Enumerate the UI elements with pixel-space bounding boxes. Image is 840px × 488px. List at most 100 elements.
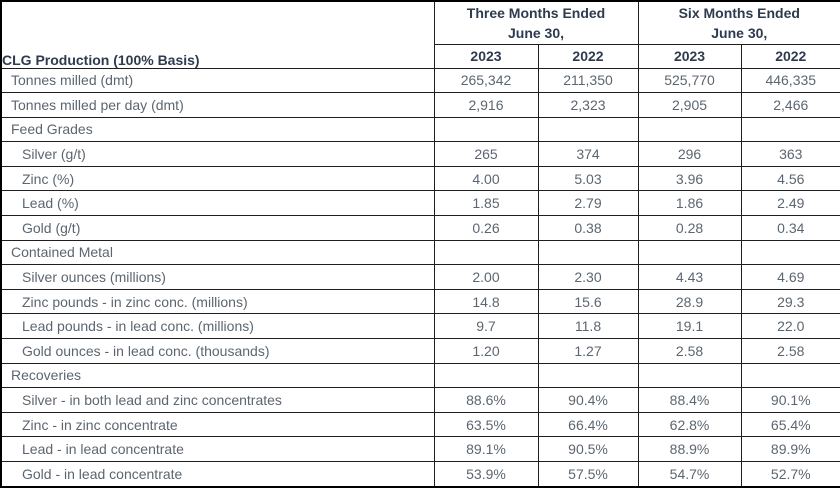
value-cell — [740, 362, 840, 389]
table-row: Zinc - in zinc concentrate 63.5% 66.4% 6… — [0, 411, 840, 438]
value-cell: 19.1 — [637, 313, 742, 340]
value-cell: 4.69 — [740, 264, 840, 290]
table-row: Zinc pounds - in zinc conc. (millions) 1… — [0, 288, 840, 315]
row-label: Lead - in lead concentrate — [0, 436, 435, 462]
row-label: Gold ounces - in lead conc. (thousands) — [0, 338, 435, 364]
table-row: Zinc (%) 4.00 5.03 3.96 4.56 — [0, 165, 840, 192]
value-cell: 2.58 — [740, 338, 840, 364]
table-row: Tonnes milled (dmt) 265,342 211,350 525,… — [0, 67, 840, 94]
value-cell: 29.3 — [740, 288, 840, 315]
value-cell — [433, 362, 539, 389]
value-cell: 4.43 — [637, 264, 742, 290]
value-cell: 0.38 — [537, 215, 639, 241]
value-cell: 2,466 — [740, 92, 840, 118]
value-cell — [637, 362, 742, 389]
period-header-six-months: Six Months Ended June 30, — [637, 0, 840, 45]
value-cell: 0.26 — [433, 215, 539, 241]
value-cell — [537, 116, 639, 143]
value-cell — [740, 116, 840, 143]
row-label: Silver - in both lead and zinc concentra… — [0, 387, 435, 413]
value-cell: 0.34 — [740, 215, 840, 241]
value-cell: 90.5% — [537, 436, 639, 462]
section-row: Feed Grades — [0, 116, 840, 143]
table-row: Gold (g/t) 0.26 0.38 0.28 0.34 — [0, 215, 840, 241]
value-cell: 15.6 — [537, 288, 639, 315]
value-cell: 1.86 — [637, 190, 742, 217]
value-cell: 89.1% — [433, 436, 539, 462]
value-cell: 62.8% — [637, 411, 742, 438]
value-cell: 265,342 — [433, 67, 539, 94]
year-header: 2022 — [537, 43, 639, 69]
value-cell: 88.9% — [637, 436, 742, 462]
value-cell: 265 — [433, 141, 539, 167]
value-cell: 88.4% — [637, 387, 742, 413]
value-cell: 374 — [537, 141, 639, 167]
row-label: Silver (g/t) — [0, 141, 435, 167]
value-cell: 2,323 — [537, 92, 639, 118]
table-row: Lead - in lead concentrate 89.1% 90.5% 8… — [0, 436, 840, 462]
period-header-line2: June 30, — [507, 24, 565, 41]
value-cell — [537, 362, 639, 389]
value-cell: 4.56 — [740, 165, 840, 192]
year-header: 2023 — [637, 43, 742, 69]
row-label: Zinc (%) — [0, 165, 435, 192]
period-header-three-months: Three Months Ended June 30, — [433, 0, 639, 45]
value-cell: 66.4% — [537, 411, 639, 438]
value-cell: 57.5% — [537, 461, 639, 488]
value-cell: 1.27 — [537, 338, 639, 364]
row-label: Contained Metal — [0, 239, 435, 266]
value-cell — [537, 239, 639, 266]
value-cell: 211,350 — [537, 67, 639, 94]
table-row: Gold ounces - in lead conc. (thousands) … — [0, 338, 840, 364]
table-row: Tonnes milled per day (dmt) 2,916 2,323 … — [0, 92, 840, 118]
value-cell: 296 — [637, 141, 742, 167]
table-row: Lead (%) 1.85 2.79 1.86 2.49 — [0, 190, 840, 217]
value-cell: 2.49 — [740, 190, 840, 217]
row-label: Tonnes milled (dmt) — [0, 67, 435, 94]
value-cell: 363 — [740, 141, 840, 167]
value-cell: 1.20 — [433, 338, 539, 364]
row-label: Gold - in lead concentrate — [0, 461, 435, 488]
period-header-line1: Six Months Ended — [678, 4, 800, 21]
value-cell: 90.4% — [537, 387, 639, 413]
row-label: Silver ounces (millions) — [0, 264, 435, 290]
value-cell — [433, 116, 539, 143]
table-row: Silver (g/t) 265 374 296 363 — [0, 141, 840, 167]
row-label: Gold (g/t) — [0, 215, 435, 241]
value-cell: 5.03 — [537, 165, 639, 192]
period-header-row: CLG Production (100% Basis) Three Months… — [0, 0, 840, 69]
value-cell: 88.6% — [433, 387, 539, 413]
row-label: Lead pounds - in lead conc. (millions) — [0, 313, 435, 340]
value-cell: 54.7% — [637, 461, 742, 488]
value-cell: 90.1% — [740, 387, 840, 413]
value-cell: 63.5% — [433, 411, 539, 438]
year-header: 2022 — [740, 43, 840, 69]
table-row: Lead pounds - in lead conc. (millions) 9… — [0, 313, 840, 340]
row-label: Feed Grades — [0, 116, 435, 143]
value-cell: 2,905 — [637, 92, 742, 118]
table-body: Tonnes milled (dmt) 265,342 211,350 525,… — [0, 67, 840, 488]
table-row: Silver ounces (millions) 2.00 2.30 4.43 … — [0, 264, 840, 290]
section-row: Recoveries — [0, 362, 840, 389]
value-cell: 2.30 — [537, 264, 639, 290]
value-cell: 11.8 — [537, 313, 639, 340]
value-cell: 1.85 — [433, 190, 539, 217]
value-cell: 2.79 — [537, 190, 639, 217]
value-cell: 525,770 — [637, 67, 742, 94]
table-row: Silver - in both lead and zinc concentra… — [0, 387, 840, 413]
value-cell: 28.9 — [637, 288, 742, 315]
row-label: Recoveries — [0, 362, 435, 389]
row-label: Zinc pounds - in zinc conc. (millions) — [0, 288, 435, 315]
value-cell — [740, 239, 840, 266]
year-header: 2023 — [433, 43, 539, 69]
value-cell: 89.9% — [740, 436, 840, 462]
value-cell — [637, 239, 742, 266]
period-header-line2: June 30, — [711, 24, 768, 41]
value-cell: 0.28 — [637, 215, 742, 241]
row-label: Lead (%) — [0, 190, 435, 217]
row-label: Zinc - in zinc concentrate — [0, 411, 435, 438]
value-cell: 22.0 — [740, 313, 840, 340]
value-cell: 2.58 — [637, 338, 742, 364]
